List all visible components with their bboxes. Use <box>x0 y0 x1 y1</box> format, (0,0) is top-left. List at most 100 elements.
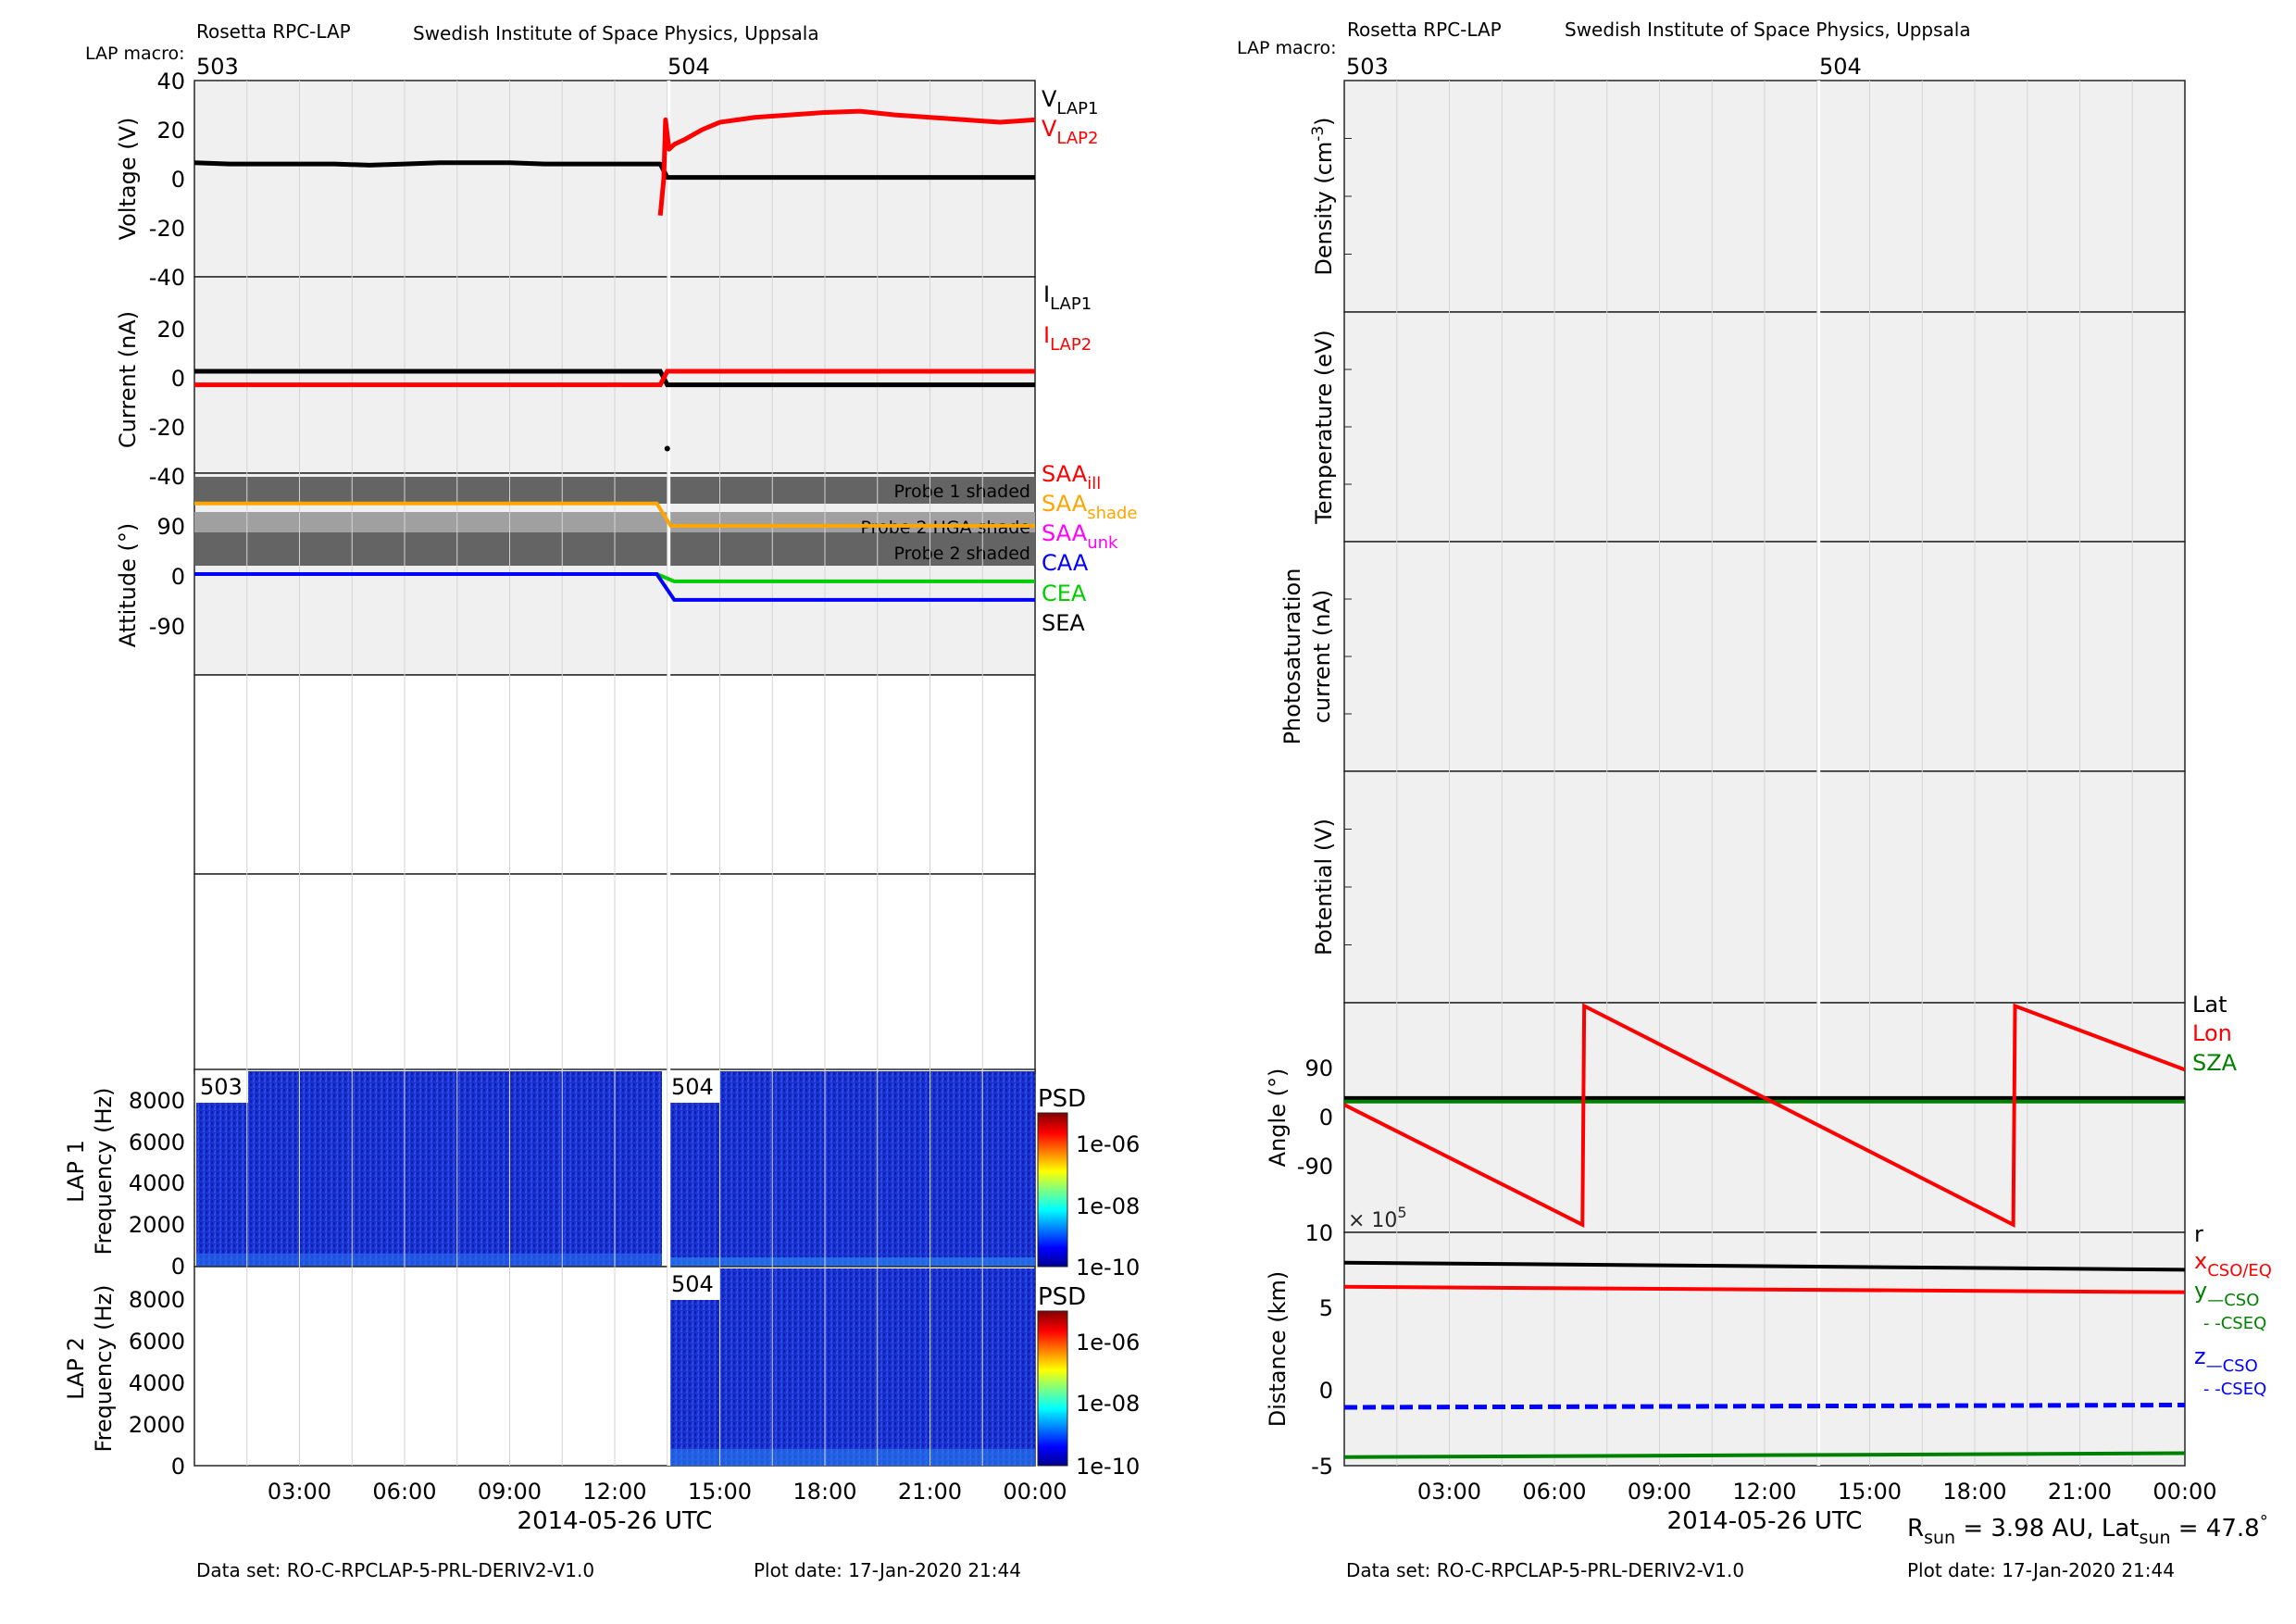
legend-caa: CAA <box>1042 550 1089 576</box>
legend-saa-ill-sub: ill <box>1087 474 1101 493</box>
ytick: 0 <box>171 366 185 392</box>
distance-series-1 <box>1343 1284 2186 1294</box>
distance-legend: r xCSO/EQ y—CSO - -CSEQ z—CSO - -CSEQ <box>2194 1221 2272 1399</box>
lap1-freq-label: Frequency (Hz) <box>91 1088 117 1255</box>
exp-pow: 5 <box>1397 1204 1406 1221</box>
left-title: Rosetta RPC-LAP <box>196 20 351 43</box>
ytick: 0 <box>171 167 185 193</box>
x-tick-label: 12:00 <box>582 1479 646 1505</box>
lap1-colorbar: PSD 1e-06 1e-08 1e-10 <box>1037 1085 1140 1280</box>
legend-saa-ill: SAA <box>1042 461 1088 487</box>
ytick: 0 <box>171 1454 185 1480</box>
density-label-close: ) <box>1311 117 1337 125</box>
legend-ilap2-sub: LAP2 <box>1050 335 1092 355</box>
ytick: 6000 <box>129 1130 185 1156</box>
x-tick-label: 15:00 <box>1838 1479 1902 1505</box>
probe2-hga-shade-label: Probe 2 HGA shade <box>861 518 1030 538</box>
rsun-text: R <box>1907 1515 1924 1543</box>
ytick: -90 <box>1297 1154 1333 1180</box>
x-tick-label: 21:00 <box>2048 1479 2112 1505</box>
legend-z-sub2: - -CSEQ <box>2203 1380 2266 1399</box>
svg-text:SAAunk: SAAunk <box>1042 520 1118 553</box>
x-tick-label: 06:00 <box>1522 1479 1586 1505</box>
voltage-series-VLAP2 <box>657 108 1036 216</box>
svg-text:ILAP2: ILAP2 <box>1043 322 1092 355</box>
cbar-tick: 1e-08 <box>1076 1391 1140 1417</box>
right-institute: Swedish Institute of Space Physics, Upps… <box>1565 19 1971 41</box>
current-axis-label: Current (nA) <box>115 311 141 448</box>
angle-axis-label: Angle (°) <box>1265 1068 1291 1168</box>
ytick: -40 <box>149 265 185 291</box>
lap1-axis-label: LAP 1 <box>63 1140 89 1203</box>
x-tick-label: 18:00 <box>792 1479 856 1505</box>
grid-lines <box>246 81 2133 1466</box>
left-x-axis-label: 2014-05-26 UTC <box>518 1507 713 1535</box>
ytick: 0 <box>171 1254 185 1280</box>
legend-vlap2-sub: LAP2 <box>1056 129 1098 148</box>
attitude-legend: SAAill SAAshade SAAunk CAA CEA SEA <box>1042 461 1138 636</box>
distance-axis-label: Distance (km) <box>1265 1271 1291 1428</box>
right-x-ticks: 03:00 06:00 09:00 12:00 15:00 18:00 21:00 00:00 <box>1417 1479 2217 1505</box>
legend-y-sub1: —CSO <box>2207 1291 2259 1310</box>
distance-series-3 <box>1343 1402 2186 1410</box>
legend-ilap2: I <box>1043 322 1050 348</box>
legend-r: r <box>2194 1221 2203 1247</box>
x-tick-label: 09:00 <box>478 1479 542 1505</box>
svg-text:y—CSO: y—CSO <box>2194 1278 2259 1310</box>
legend-saa-shade: SAA <box>1042 491 1088 517</box>
ytick: 0 <box>1319 1378 1333 1404</box>
left-dataset: Data set: RO-C-RPCLAP-5-PRL-DERIV2-V1.0 <box>196 1559 594 1581</box>
voltage-axis-label: Voltage (V) <box>115 118 141 241</box>
voltage-legend: VLAP1 VLAP2 <box>1042 86 1098 148</box>
x-tick-label: 03:00 <box>268 1479 331 1505</box>
legend-z-sub1: —CSO <box>2206 1356 2258 1376</box>
lap1-spectrogram-panel: 503 504 <box>193 1068 1036 1268</box>
cbar-tick: 1e-10 <box>1076 1454 1140 1480</box>
lap1-spectrogram-503 <box>196 1071 662 1267</box>
legend-saa-unk-sub: unk <box>1087 533 1118 553</box>
ytick: 2000 <box>129 1412 185 1438</box>
right-x-axis-label: 2014-05-26 UTC <box>1667 1507 1863 1535</box>
lap2-psd-label: PSD <box>1038 1283 1086 1311</box>
ytick: -20 <box>149 415 185 441</box>
angle-legend: Lat Lon SZA <box>2192 992 2238 1076</box>
attitude-series-CAA <box>194 572 1035 602</box>
left-macro-504: 504 <box>668 54 710 80</box>
legend-ilap1-sub: LAP1 <box>1050 294 1092 314</box>
legend-saa-unk: SAA <box>1042 520 1088 546</box>
ytick: -20 <box>149 216 185 242</box>
exp-base: × 10 <box>1348 1209 1397 1232</box>
attitude-series-SAA_shade <box>194 501 1035 528</box>
legend-x-sub: CSO/EQ <box>2207 1261 2272 1280</box>
density-label-text: Density (cm <box>1311 142 1337 276</box>
right-title: Rosetta RPC-LAP <box>1347 19 1502 41</box>
voltage-yticks: 40 20 0 -20 -40 <box>149 69 185 291</box>
rsun-value: = 3.98 AU, Lat <box>1955 1515 2139 1543</box>
current-outlier-point <box>664 445 670 452</box>
legend-sza: SZA <box>2192 1050 2238 1076</box>
lap1-psd-label: PSD <box>1038 1085 1086 1113</box>
svg-text:VLAP2: VLAP2 <box>1042 116 1098 148</box>
current-legend: ILAP1 ILAP2 <box>1043 281 1092 355</box>
current-yticks: 20 0 -20 -40 <box>149 317 185 490</box>
ytick: 10 <box>1304 1220 1333 1246</box>
right-macro-503: 503 <box>1346 54 1389 80</box>
right-macro-504: 504 <box>1819 54 1862 80</box>
cbar-tick: 1e-08 <box>1076 1193 1140 1219</box>
lap2-spec-label-504: 504 <box>671 1271 714 1297</box>
lap2-axis-label: LAP 2 <box>63 1337 89 1400</box>
cbar-tick: 1e-10 <box>1076 1255 1140 1280</box>
left-x-ticks: 03:00 06:00 09:00 12:00 15:00 18:00 21:00 00:00 <box>268 1479 1067 1505</box>
distance-yticks: 10 5 0 -5 <box>1304 1220 1333 1480</box>
probe2-shade-label: Probe 2 shaded <box>894 543 1030 564</box>
cbar-tick: 1e-06 <box>1076 1330 1140 1355</box>
ytick: 90 <box>1304 1056 1333 1081</box>
svg-text:SAAshade: SAAshade <box>1042 491 1138 523</box>
legend-ilap1: I <box>1043 281 1050 307</box>
ytick: 0 <box>1319 1105 1333 1131</box>
right-macro-label: LAP macro: <box>1237 38 1337 58</box>
ytick: 4000 <box>129 1370 185 1396</box>
latsun-sub: sun <box>2140 1528 2171 1548</box>
distance-exponent: × 105 <box>1348 1204 1407 1232</box>
ytick: 20 <box>156 317 185 343</box>
